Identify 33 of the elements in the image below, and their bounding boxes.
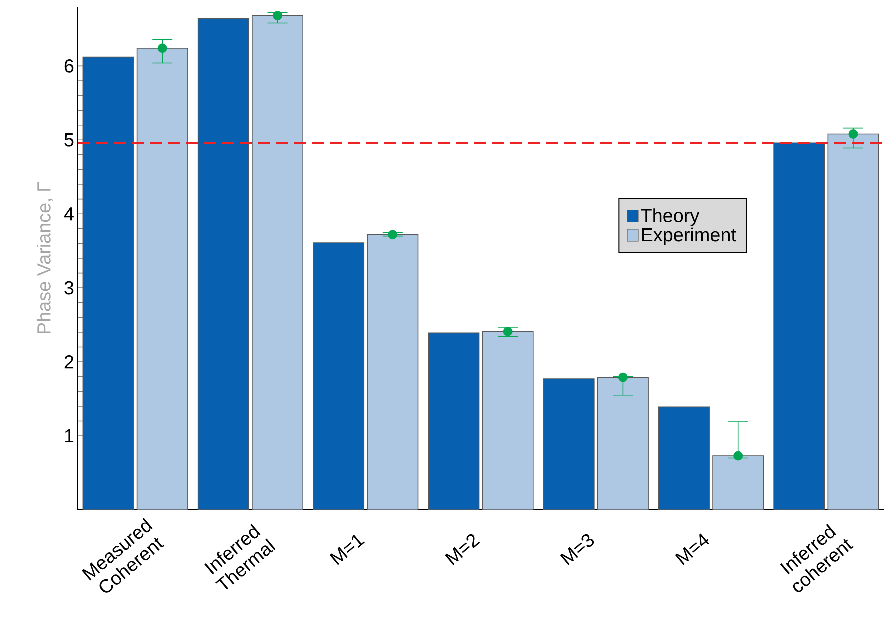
x-tick-label: M=3 bbox=[560, 534, 594, 566]
bar bbox=[313, 242, 365, 510]
point bbox=[273, 11, 282, 21]
y-axis-title: Phase Variance, Γ bbox=[36, 182, 54, 334]
bar bbox=[658, 406, 710, 510]
point bbox=[618, 372, 628, 382]
bar bbox=[82, 56, 134, 510]
bar bbox=[136, 48, 188, 510]
legend-label: Theory bbox=[641, 208, 700, 226]
x-tick-label: M=1 bbox=[330, 534, 365, 566]
bar bbox=[774, 142, 826, 510]
bar bbox=[367, 234, 419, 510]
point bbox=[158, 44, 168, 54]
y-tick-label: 5 bbox=[64, 134, 74, 147]
bar bbox=[198, 18, 250, 510]
y-tick-label: 2 bbox=[64, 355, 74, 369]
bar bbox=[597, 377, 649, 510]
bar bbox=[428, 332, 480, 510]
y-tick-label: 1 bbox=[65, 430, 74, 443]
x-tick-label: M=4 bbox=[675, 534, 710, 566]
bar bbox=[712, 456, 764, 510]
point bbox=[388, 230, 398, 240]
bar bbox=[482, 331, 534, 510]
x-tick-label: M=2 bbox=[445, 534, 480, 566]
y-tick-label: 4 bbox=[64, 208, 74, 221]
bar bbox=[252, 15, 304, 510]
y-tick-label: 6 bbox=[64, 59, 74, 73]
y-tick-label: 3 bbox=[64, 281, 74, 295]
bar bbox=[543, 378, 595, 510]
point bbox=[734, 451, 744, 461]
point bbox=[503, 327, 513, 336]
legend-label: Experiment bbox=[642, 228, 736, 246]
bar bbox=[828, 134, 880, 510]
